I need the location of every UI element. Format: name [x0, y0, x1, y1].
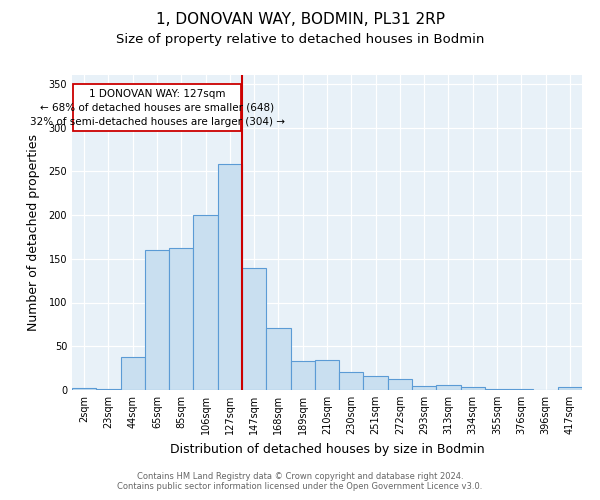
- Bar: [121, 357, 145, 390]
- Bar: [315, 360, 339, 390]
- Bar: [72, 388, 96, 390]
- Text: Contains HM Land Registry data © Crown copyright and database right 2024.: Contains HM Land Registry data © Crown c…: [137, 472, 463, 481]
- Bar: [242, 268, 266, 390]
- Bar: [266, 328, 290, 390]
- Bar: [96, 389, 121, 390]
- Text: ← 68% of detached houses are smaller (648): ← 68% of detached houses are smaller (64…: [40, 102, 274, 113]
- X-axis label: Distribution of detached houses by size in Bodmin: Distribution of detached houses by size …: [170, 442, 484, 456]
- Bar: [461, 388, 485, 390]
- Bar: [290, 361, 315, 390]
- Bar: [558, 388, 582, 390]
- Bar: [193, 215, 218, 390]
- Text: Size of property relative to detached houses in Bodmin: Size of property relative to detached ho…: [116, 32, 484, 46]
- Bar: [145, 250, 169, 390]
- Y-axis label: Number of detached properties: Number of detached properties: [27, 134, 40, 331]
- Bar: [509, 389, 533, 390]
- Text: 32% of semi-detached houses are larger (304) →: 32% of semi-detached houses are larger (…: [29, 117, 284, 127]
- Bar: [388, 378, 412, 390]
- Bar: [412, 386, 436, 390]
- Bar: [485, 389, 509, 390]
- Bar: [339, 372, 364, 390]
- Bar: [436, 385, 461, 390]
- Bar: [218, 164, 242, 390]
- Bar: [364, 376, 388, 390]
- Bar: [169, 248, 193, 390]
- Text: 1, DONOVAN WAY, BODMIN, PL31 2RP: 1, DONOVAN WAY, BODMIN, PL31 2RP: [155, 12, 445, 28]
- FancyBboxPatch shape: [73, 84, 241, 131]
- Text: Contains public sector information licensed under the Open Government Licence v3: Contains public sector information licen…: [118, 482, 482, 491]
- Text: 1 DONOVAN WAY: 127sqm: 1 DONOVAN WAY: 127sqm: [89, 90, 225, 100]
